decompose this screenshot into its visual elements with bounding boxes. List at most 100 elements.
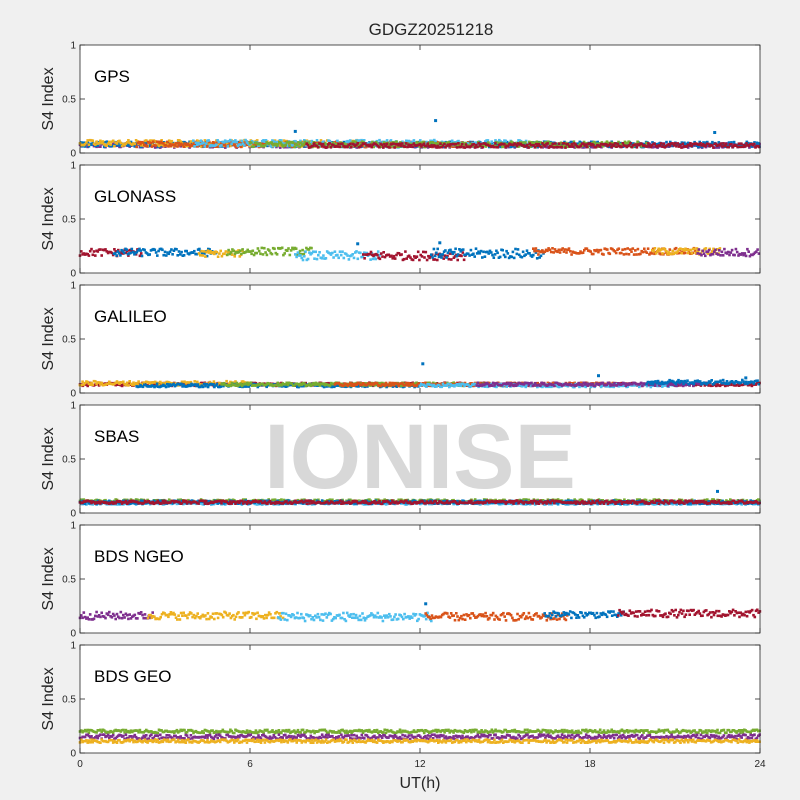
data-point [630,250,633,253]
data-point [602,253,605,256]
data-point [665,140,668,144]
data-point [493,384,496,387]
data-point [206,249,210,252]
data-point [110,144,114,148]
data-point [197,252,201,255]
data-point [598,145,602,148]
data-point [696,249,700,253]
data-point [539,254,543,258]
data-point [541,142,544,145]
data-point [320,141,324,144]
data-point [287,247,290,250]
data-point [316,142,319,146]
data-point [751,143,755,147]
data-point [355,139,358,142]
data-point [85,141,88,144]
data-point [481,145,484,149]
data-point [450,139,454,143]
data-point [212,380,216,383]
data-point [507,256,511,260]
data-point [539,141,542,144]
data-point [484,145,488,148]
data-point [295,144,299,147]
data-point [407,381,411,385]
data-point [495,145,498,149]
y-tick-label: 1 [70,41,76,52]
data-point [556,250,559,254]
data-point [612,385,616,389]
data-point [535,249,539,253]
data-point [663,248,667,251]
data-point [401,142,404,145]
data-point [333,385,336,389]
data-point [420,145,423,148]
data-point [474,143,478,147]
data-point [393,146,396,149]
data-point [440,145,444,149]
data-point [493,144,497,147]
data-point [172,249,176,252]
data-point [502,253,506,257]
data-point [300,256,303,260]
data-point [420,141,424,144]
data-point [494,139,497,142]
data-point [704,144,707,147]
data-point [278,146,282,149]
data-point [167,252,171,256]
data-point [553,248,557,251]
data-point [216,139,219,142]
data-point [368,252,371,256]
data-point [149,141,152,145]
data-point [437,383,441,387]
data-point [442,250,446,253]
data-point [720,250,724,254]
data-point [409,142,412,146]
data-point [374,252,378,256]
data-point [721,254,725,257]
data-point [403,383,407,387]
data-point [522,144,525,147]
data-point [626,141,629,145]
data-point [613,381,616,385]
data-point [170,248,173,251]
data-point [707,384,710,387]
data-point [648,253,651,256]
data-point [215,250,219,254]
data-point [367,145,371,148]
data-point [235,381,239,385]
data-point [154,251,158,254]
data-point [427,254,430,258]
data-point [228,252,232,256]
data-point [702,252,706,255]
series-4 [294,250,381,262]
data-point [505,385,508,388]
data-point [104,248,107,251]
data-point [88,249,92,253]
data-point [294,382,297,386]
data-point [128,380,131,383]
data-point [203,139,207,142]
data-point [135,250,139,254]
data-point [405,257,408,260]
data-point [460,254,463,258]
data-point [153,248,157,252]
data-point [502,144,505,148]
data-point [585,247,589,250]
data-point [574,143,577,146]
data-point [354,140,358,144]
data-point [482,144,485,147]
data-point [352,140,355,143]
data-point [448,144,451,148]
data-point [232,140,236,144]
data-point [415,384,418,388]
data-point [342,384,346,387]
data-point [292,247,295,251]
data-point [435,251,438,255]
data-point [432,383,436,387]
data-point [178,144,182,147]
data-point [80,250,83,253]
data-point [196,144,200,148]
data-point [563,248,567,251]
data-point [657,247,660,251]
data-point [636,140,639,144]
